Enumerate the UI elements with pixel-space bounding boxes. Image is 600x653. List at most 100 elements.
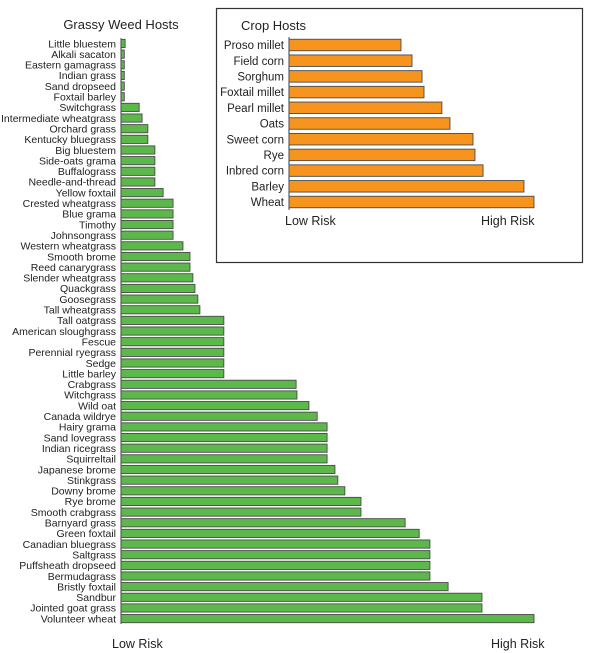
weed-category-label: Wild oat (78, 400, 116, 412)
weed-bar (120, 134, 149, 144)
weed-category-label: Rye brome (65, 496, 117, 508)
weed-category-label: Fescue (82, 336, 117, 348)
weed-category-label: Side-oats grama (39, 155, 116, 167)
weed-bar (120, 603, 483, 613)
weed-category-label: Smooth brome (47, 251, 116, 263)
crop-category-label: Oats (260, 119, 285, 131)
crop-bar (288, 101, 443, 115)
crop-low-risk-label: Low Risk (285, 214, 336, 228)
weed-category-label: Sand lovegrass (44, 432, 116, 444)
weed-bar (120, 273, 194, 283)
weed-category-label: Puffsheath dropseed (19, 560, 116, 572)
crop-bar (288, 148, 476, 162)
crop-category-label: Field corn (234, 56, 285, 68)
weed-bar (120, 283, 196, 294)
crop-chart-title: Crop Hosts (241, 18, 307, 33)
weed-bar (120, 102, 140, 112)
weed-bar (120, 156, 156, 166)
weed-category-label: Timothy (79, 219, 117, 231)
weed-bar (120, 464, 336, 475)
weed-category-label: Eastern gamagrass (25, 60, 116, 72)
weed-bar (120, 518, 406, 528)
weed-bar (120, 528, 420, 538)
weed-category-label: Tall wheatgrass (44, 305, 116, 317)
weed-high-risk-label: High Risk (491, 637, 545, 651)
weed-category-label: Crested wheatgrass (23, 198, 116, 210)
crop-category-label: Foxtail millet (220, 87, 285, 99)
weed-bar (120, 390, 298, 400)
weed-category-label: Switchgrass (59, 102, 116, 114)
weed-bar (120, 486, 346, 496)
crop-bar (288, 195, 535, 209)
weed-category-label: Buffalograss (58, 166, 116, 178)
weed-category-label: Blue grama (62, 209, 116, 221)
crop-bar (288, 164, 484, 177)
weed-category-label: Crabgrass (68, 379, 116, 391)
weed-bar (120, 592, 483, 602)
weed-bar (120, 70, 125, 80)
crop-category-label: Proso millet (224, 40, 285, 52)
weed-category-label: Goosegrass (59, 294, 116, 306)
weed-bar (120, 411, 318, 421)
weed-bar (120, 539, 431, 549)
crop-category-label: Wheat (251, 197, 285, 209)
weed-category-label: Little barley (62, 368, 116, 380)
weed-category-label: Kentucky bluegrass (24, 134, 116, 146)
weed-category-label: Big bluestem (55, 145, 116, 157)
weed-bar (120, 166, 156, 176)
weed-chart: Grassy Weed Hosts Little bluestemAlkali … (1, 17, 545, 651)
weed-bar (120, 550, 431, 560)
weed-category-label: Saltgrass (72, 549, 116, 561)
weed-bar (120, 113, 143, 123)
weed-bar (120, 305, 201, 315)
weed-category-label: Indian grass (59, 70, 116, 82)
weed-bar (120, 241, 184, 251)
crop-bar (288, 70, 423, 83)
weed-bar (120, 124, 149, 134)
weed-category-label: Canada wildrye (44, 411, 117, 423)
weed-bar (120, 401, 310, 411)
crop-bar (288, 132, 474, 146)
crop-category-label: Sorghum (237, 72, 284, 84)
crop-category-label: Sweet corn (226, 134, 284, 146)
weed-bar (120, 145, 156, 155)
weed-bar (120, 347, 225, 357)
crop-bar (288, 38, 402, 52)
weed-bar (120, 209, 174, 219)
weed-category-label: Stinkgrass (67, 475, 116, 487)
weed-category-label: Jointed goat grass (30, 603, 116, 615)
weed-bar (120, 496, 362, 507)
weed-category-label: Japanese brome (38, 464, 116, 476)
weed-low-risk-label: Low Risk (112, 637, 163, 651)
weed-category-label: Johnsongrass (51, 230, 116, 242)
weed-category-label: Volunteer wheat (41, 613, 116, 625)
weed-bar (120, 571, 431, 581)
weed-category-label: Sand dropseed (45, 81, 116, 93)
crop-bar (288, 180, 525, 193)
weed-bar (120, 326, 225, 336)
weed-bar (120, 60, 125, 70)
weed-category-label: Witchgrass (64, 390, 116, 402)
weed-bar (120, 379, 297, 389)
weed-category-label: Indian ricegrass (42, 443, 116, 455)
weed-category-label: Squirreltail (66, 454, 116, 466)
weed-category-label: Sandbur (76, 592, 116, 604)
weed-bar (120, 49, 125, 59)
weed-bar (120, 582, 449, 592)
weed-chart-title: Grassy Weed Hosts (63, 17, 179, 32)
weed-category-label: Western wheatgrass (20, 241, 116, 253)
weed-category-label: Canadian bluegrass (23, 539, 116, 551)
weed-bar (120, 507, 362, 517)
weed-category-label: Slender wheatgrass (23, 273, 116, 285)
weed-bar (120, 188, 164, 198)
weed-bar (120, 443, 328, 453)
crop-category-label: Rye (264, 150, 284, 162)
weed-bar (120, 433, 328, 443)
weed-bar (120, 315, 225, 325)
weed-category-label: Foxtail barley (54, 92, 117, 104)
weed-bar (120, 422, 328, 432)
weed-category-label: Needle-and-thread (28, 177, 116, 189)
weed-bar (120, 219, 174, 230)
weed-category-label: Bermudagrass (48, 571, 116, 583)
